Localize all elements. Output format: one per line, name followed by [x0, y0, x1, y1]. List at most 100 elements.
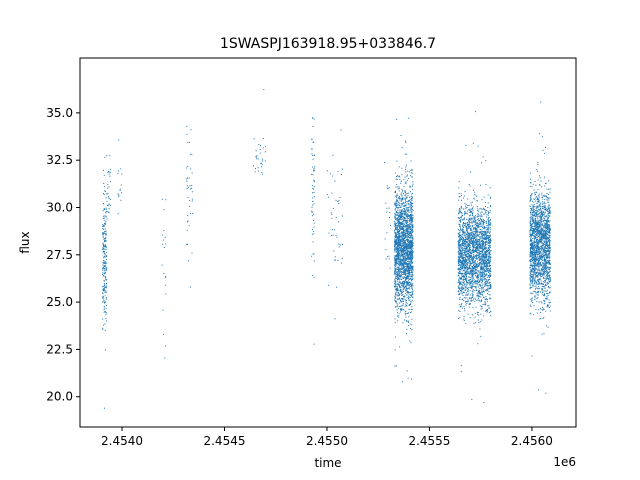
- data-point: [466, 297, 468, 299]
- data-point: [406, 193, 408, 195]
- data-point: [489, 286, 491, 287]
- data-point: [464, 283, 466, 285]
- data-point: [473, 244, 475, 246]
- data-point: [395, 260, 396, 261]
- data-point: [397, 204, 399, 206]
- data-point: [399, 264, 401, 266]
- data-point: [402, 249, 404, 251]
- data-point: [102, 234, 104, 236]
- data-point: [457, 317, 459, 319]
- data-point: [472, 261, 474, 263]
- data-point: [403, 276, 405, 278]
- data-point: [460, 291, 462, 293]
- data-point: [404, 269, 405, 271]
- data-point: [404, 248, 406, 250]
- data-point: [481, 273, 483, 275]
- data-point: [403, 284, 405, 286]
- data-point: [486, 241, 488, 243]
- data-point: [484, 238, 486, 240]
- data-point: [469, 215, 471, 217]
- data-point: [470, 217, 472, 219]
- data-point: [487, 210, 489, 212]
- data-point: [410, 203, 412, 204]
- data-point: [481, 308, 483, 310]
- data-point: [404, 229, 406, 231]
- data-point: [403, 243, 405, 245]
- data-point: [473, 270, 475, 272]
- data-point: [471, 241, 473, 243]
- data-point: [397, 237, 399, 239]
- data-point: [403, 262, 405, 264]
- data-point: [412, 297, 414, 299]
- data-point: [313, 343, 315, 345]
- data-point: [409, 265, 411, 267]
- data-point: [485, 260, 487, 261]
- data-point: [469, 247, 470, 249]
- data-point: [470, 218, 472, 220]
- data-point: [485, 296, 487, 298]
- data-point: [458, 209, 460, 211]
- data-point: [467, 259, 469, 260]
- data-point: [407, 284, 409, 286]
- data-point: [475, 269, 477, 271]
- data-point: [107, 205, 109, 206]
- data-point: [399, 270, 401, 272]
- data-point: [406, 370, 408, 372]
- data-point: [104, 284, 106, 286]
- data-point: [460, 226, 462, 228]
- data-point: [474, 298, 476, 300]
- data-point: [105, 245, 107, 247]
- data-point: [476, 289, 477, 291]
- data-point: [397, 257, 399, 259]
- data-point: [397, 251, 399, 253]
- data-point: [483, 260, 485, 262]
- data-point: [409, 299, 411, 301]
- data-point: [485, 280, 487, 282]
- data-point: [475, 260, 476, 262]
- data-point: [403, 256, 405, 258]
- data-point: [403, 248, 404, 250]
- data-point: [409, 240, 411, 242]
- data-point: [477, 213, 479, 215]
- data-point: [465, 222, 467, 224]
- data-point: [474, 250, 476, 252]
- data-point: [466, 302, 468, 304]
- data-point: [464, 225, 466, 227]
- data-point: [406, 263, 408, 264]
- data-point: [403, 309, 405, 311]
- data-point: [473, 277, 475, 279]
- data-point: [394, 284, 396, 286]
- data-point: [412, 225, 414, 227]
- data-point: [489, 281, 491, 283]
- data-point: [397, 225, 399, 227]
- data-point: [458, 258, 460, 259]
- data-point: [411, 262, 413, 264]
- data-point: [466, 264, 468, 266]
- data-point: [410, 209, 412, 211]
- data-point: [313, 226, 315, 228]
- data-point: [480, 230, 482, 232]
- data-point: [468, 222, 470, 224]
- data-point: [405, 222, 407, 224]
- data-point: [466, 270, 468, 272]
- data-point: [487, 310, 488, 312]
- data-point: [103, 290, 105, 292]
- data-point: [472, 241, 474, 243]
- data-point: [394, 229, 396, 231]
- data-point: [480, 277, 482, 279]
- data-point: [412, 270, 414, 272]
- data-point: [464, 232, 466, 234]
- data-point: [412, 183, 414, 185]
- data-point: [189, 213, 191, 215]
- data-point: [478, 218, 480, 220]
- data-point: [406, 276, 408, 277]
- data-point: [406, 278, 408, 280]
- data-point: [467, 257, 469, 259]
- data-point: [461, 283, 463, 285]
- data-point: [461, 256, 463, 258]
- data-point: [110, 171, 112, 173]
- data-point: [255, 150, 257, 152]
- data-point: [105, 221, 107, 223]
- data-point: [107, 211, 109, 213]
- data-point: [262, 158, 264, 160]
